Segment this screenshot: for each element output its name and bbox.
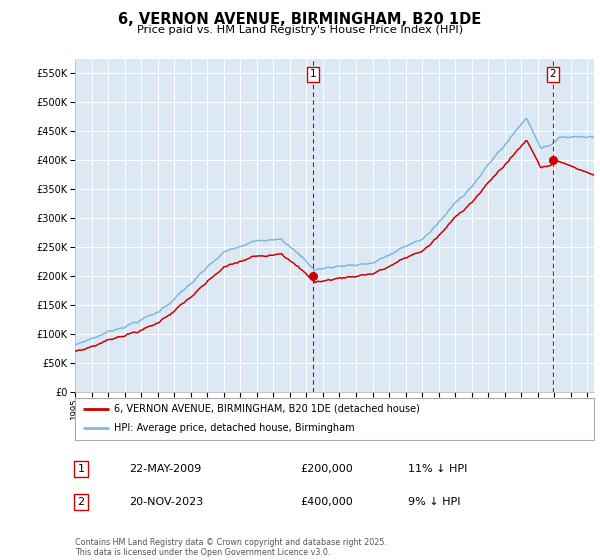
Text: 2: 2 (77, 497, 85, 507)
Text: 1: 1 (310, 69, 316, 80)
Text: 6, VERNON AVENUE, BIRMINGHAM, B20 1DE: 6, VERNON AVENUE, BIRMINGHAM, B20 1DE (118, 12, 482, 27)
Text: 2: 2 (550, 69, 556, 80)
Text: 9% ↓ HPI: 9% ↓ HPI (408, 497, 461, 507)
Text: HPI: Average price, detached house, Birmingham: HPI: Average price, detached house, Birm… (114, 423, 355, 433)
Text: 6, VERNON AVENUE, BIRMINGHAM, B20 1DE (detached house): 6, VERNON AVENUE, BIRMINGHAM, B20 1DE (d… (114, 404, 420, 414)
Text: 22-MAY-2009: 22-MAY-2009 (129, 464, 201, 474)
Text: Price paid vs. HM Land Registry's House Price Index (HPI): Price paid vs. HM Land Registry's House … (137, 25, 463, 35)
Text: 20-NOV-2023: 20-NOV-2023 (129, 497, 203, 507)
Text: Contains HM Land Registry data © Crown copyright and database right 2025.
This d: Contains HM Land Registry data © Crown c… (75, 538, 387, 557)
Text: 11% ↓ HPI: 11% ↓ HPI (408, 464, 467, 474)
Text: £400,000: £400,000 (300, 497, 353, 507)
Text: 1: 1 (77, 464, 85, 474)
Text: £200,000: £200,000 (300, 464, 353, 474)
